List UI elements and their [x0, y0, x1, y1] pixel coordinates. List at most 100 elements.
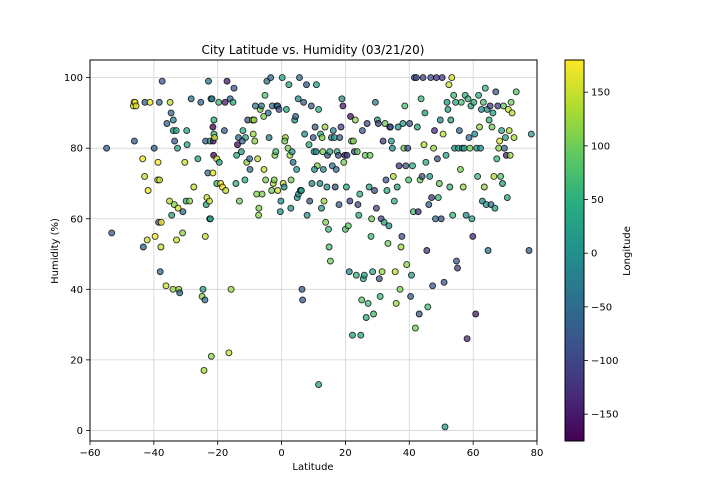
data-point [246, 165, 254, 173]
data-point [207, 352, 215, 360]
data-point [390, 197, 398, 205]
data-point [366, 151, 374, 159]
data-point [169, 116, 177, 124]
data-point [296, 74, 303, 82]
data-point [479, 98, 487, 106]
data-point [494, 102, 502, 110]
data-point [485, 116, 493, 124]
data-point [339, 102, 347, 110]
data-point [406, 120, 414, 127]
data-point [186, 197, 194, 205]
data-point [507, 98, 515, 106]
data-point [230, 84, 238, 92]
data-point [181, 158, 189, 166]
data-point [276, 208, 284, 216]
data-point [455, 127, 463, 135]
data-point [251, 137, 259, 145]
data-point [433, 155, 441, 163]
data-point [382, 176, 390, 184]
colorbar-label: Longitude [622, 226, 633, 276]
data-point [468, 215, 476, 223]
data-point [401, 102, 409, 110]
data-point [354, 201, 362, 209]
data-point [492, 88, 500, 96]
data-point [346, 197, 354, 205]
data-point [166, 197, 173, 205]
data-point [334, 151, 342, 159]
data-point [404, 144, 412, 152]
data-point [457, 98, 465, 106]
x-tick-label: 40 [403, 448, 416, 459]
data-point [396, 285, 404, 293]
data-point [481, 84, 489, 92]
data-point [372, 204, 380, 212]
x-axis-label: Latitude [292, 462, 333, 473]
data-point [364, 299, 372, 307]
data-point [415, 310, 423, 318]
data-point [168, 211, 176, 219]
data-point [503, 194, 511, 202]
data-point [369, 268, 377, 276]
data-point [171, 137, 179, 145]
data-point [299, 296, 307, 304]
data-point [323, 183, 331, 191]
data-point [441, 423, 449, 431]
data-point [435, 180, 443, 187]
data-point [466, 144, 474, 152]
data-point [199, 285, 207, 293]
data-point [391, 268, 399, 276]
y-axis-ticks: 0 20 40 60 80 100 [64, 73, 90, 437]
data-point [454, 264, 461, 272]
data-point [272, 148, 280, 156]
data-point [215, 158, 223, 166]
data-point [475, 91, 483, 99]
data-point [437, 215, 445, 223]
data-point [357, 331, 365, 339]
data-point [225, 349, 233, 357]
data-point [205, 77, 212, 85]
y-axis-label: Humidity (%) [50, 218, 61, 284]
data-point [480, 183, 488, 191]
data-point [308, 180, 316, 187]
data-point [103, 144, 111, 152]
data-point [383, 187, 391, 194]
data-point [303, 81, 310, 89]
data-point [358, 296, 366, 304]
data-point [499, 180, 506, 187]
data-point [309, 134, 317, 142]
data-point [197, 98, 205, 106]
data-point [355, 211, 363, 219]
data-point [162, 282, 170, 290]
data-point [146, 98, 154, 106]
data-point [163, 120, 171, 127]
data-point [139, 243, 147, 251]
data-point [316, 180, 324, 187]
data-point [336, 134, 344, 142]
data-point [527, 130, 535, 138]
data-point [370, 310, 377, 318]
data-point [344, 222, 352, 230]
data-point [288, 148, 296, 156]
data-point [261, 91, 269, 99]
x-tick-label: −40 [143, 448, 164, 459]
data-point [174, 204, 182, 212]
data-point [351, 116, 359, 124]
data-point [474, 172, 482, 180]
data-point [428, 194, 436, 202]
data-point [385, 222, 393, 230]
data-point [363, 120, 371, 127]
data-point [132, 102, 140, 110]
data-point [421, 109, 429, 117]
data-point [223, 77, 231, 85]
data-point [270, 176, 278, 184]
colorbar [564, 59, 585, 442]
x-tick-label: 20 [339, 448, 352, 459]
data-point [342, 183, 350, 191]
x-tick-label: 60 [467, 448, 480, 459]
data-point [392, 299, 400, 307]
data-point [365, 183, 373, 191]
data-point [169, 285, 177, 293]
colorbar-tick-label: 50 [591, 195, 604, 206]
data-point [249, 130, 257, 138]
x-tick-label: −20 [207, 448, 228, 459]
